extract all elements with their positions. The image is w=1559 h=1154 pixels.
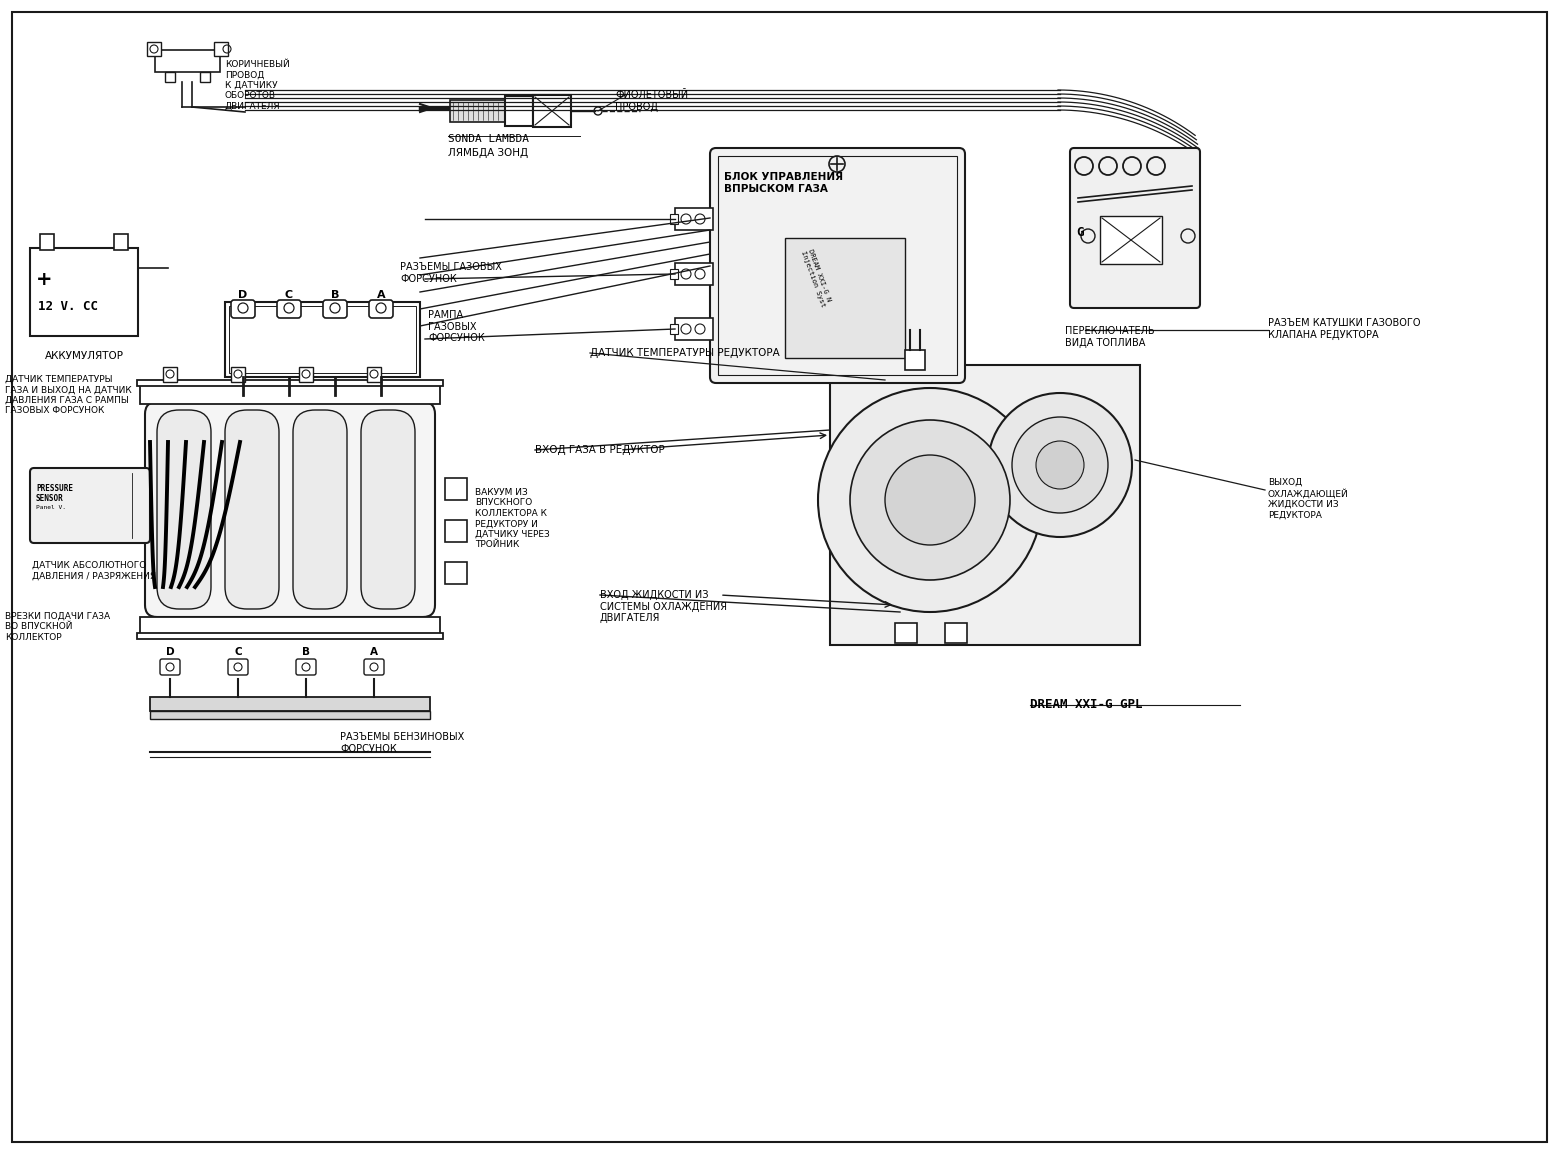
Bar [670,213,678,224]
Circle shape [850,420,1010,580]
Text: +: + [36,270,53,288]
Bar [451,100,505,122]
Circle shape [1037,441,1084,489]
Text: ПЕРЕКЛЮЧАТЕЛЬ
ВИДА ТОПЛИВА: ПЕРЕКЛЮЧАТЕЛЬ ВИДА ТОПЛИВА [1065,325,1155,347]
Text: A: A [369,647,377,657]
FancyBboxPatch shape [362,410,415,609]
Bar [719,156,957,375]
Bar [444,478,468,500]
Bar [675,208,712,230]
Circle shape [988,394,1132,537]
Text: SONDA LAMBDA: SONDA LAMBDA [447,134,529,144]
Text: ВЫХОД
ОХЛАЖДАЮЩЕЙ
ЖИДКОСТИ ИЗ
РЕДУКТОРА: ВЫХОД ОХЛАЖДАЮЩЕЙ ЖИДКОСТИ ИЗ РЕДУКТОРА [1267,478,1349,519]
Bar [895,623,917,643]
Text: ВХОД ГАЗА В РЕДУКТОР: ВХОД ГАЗА В РЕДУКТОР [535,445,664,455]
Text: B: B [331,290,340,300]
FancyBboxPatch shape [293,410,348,609]
FancyBboxPatch shape [278,300,301,319]
Text: C: C [234,647,242,657]
Text: Panel V.: Panel V. [36,505,65,510]
Text: A: A [377,290,385,300]
FancyBboxPatch shape [157,410,210,609]
Text: SENSOR: SENSOR [36,494,64,503]
Text: D: D [239,290,248,300]
Bar [147,42,161,57]
Bar [200,72,210,82]
Bar [786,238,906,358]
Text: ФИОЛЕТОВЫЙ
ПРОВОД: ФИОЛЕТОВЫЙ ПРОВОД [614,90,688,112]
Text: DREAM XXI-G GPL: DREAM XXI-G GPL [1030,698,1143,711]
Text: ДАТЧИК ТЕМПЕРАТУРЫ РЕДУКТОРА: ДАТЧИК ТЕМПЕРАТУРЫ РЕДУКТОРА [589,349,780,358]
Text: ВРЕЗКИ ПОДАЧИ ГАЗА
ВО ВПУСКНОЙ
КОЛЛЕКТОР: ВРЕЗКИ ПОДАЧИ ГАЗА ВО ВПУСКНОЙ КОЛЛЕКТОР [5,612,111,642]
Bar [231,367,245,382]
Bar [214,42,228,57]
FancyBboxPatch shape [369,300,393,319]
FancyBboxPatch shape [231,300,256,319]
Bar [150,711,430,719]
Text: ВХОД ЖИДКОСТИ ИЗ
СИСТЕМЫ ОХЛАЖДЕНИЯ
ДВИГАТЕЛЯ: ВХОД ЖИДКОСТИ ИЗ СИСТЕМЫ ОХЛАЖДЕНИЯ ДВИГ… [600,590,726,623]
Bar [1101,216,1161,264]
Bar [444,520,468,542]
Bar [366,367,380,382]
Circle shape [886,455,974,545]
Bar [114,234,128,250]
Text: B: B [302,647,310,657]
FancyBboxPatch shape [323,300,348,319]
Text: РАЗЪЕМЫ БЕНЗИНОВЫХ
ФОРСУНОК: РАЗЪЕМЫ БЕНЗИНОВЫХ ФОРСУНОК [340,732,465,754]
Text: 12 V. CC: 12 V. CC [37,300,98,313]
Bar [41,234,55,250]
Text: ВАКУУМ ИЗ
ВПУСКНОГО
КОЛЛЕКТОРА К
РЕДУКТОРУ И
ДАТЧИКУ ЧЕРЕЗ
ТРОЙНИК: ВАКУУМ ИЗ ВПУСКНОГО КОЛЛЕКТОРА К РЕДУКТО… [475,488,550,549]
Text: КОРИЧНЕВЫЙ
ПРОВОД
К ДАТЧИКУ
ОБОРОТОВ
ДВИГАТЕЛЯ: КОРИЧНЕВЫЙ ПРОВОД К ДАТЧИКУ ОБОРОТОВ ДВИ… [224,60,290,111]
FancyBboxPatch shape [228,659,248,675]
Text: АККУМУЛЯТОР: АККУМУЛЯТОР [45,351,123,361]
Bar [670,269,678,279]
Text: DREAM XXI-G N
Injection Syst: DREAM XXI-G N Injection Syst [800,248,833,308]
Circle shape [1012,417,1108,514]
Text: БЛОК УПРАВЛЕНИЯ
ВПРЫСКОМ ГАЗА: БЛОК УПРАВЛЕНИЯ ВПРЫСКОМ ГАЗА [723,172,843,194]
Bar [945,623,967,643]
Bar [137,380,443,385]
Bar [150,697,430,711]
Bar [224,302,419,377]
FancyBboxPatch shape [296,659,316,675]
Bar [164,367,178,382]
Text: D: D [165,647,175,657]
Bar [154,50,220,72]
Text: ЛЯМБДА ЗОНД: ЛЯМБДА ЗОНД [447,148,529,158]
Text: ДАТЧИК АБСОЛЮТНОГО
ДАВЛЕНИЯ / РАЗРЯЖЕНИЯ: ДАТЧИК АБСОЛЮТНОГО ДАВЛЕНИЯ / РАЗРЯЖЕНИЯ [33,561,156,580]
FancyBboxPatch shape [709,148,965,383]
Bar [140,384,440,404]
FancyBboxPatch shape [145,402,435,617]
Bar [829,365,1140,645]
Bar [670,324,678,334]
Text: C: C [285,290,293,300]
Bar [229,306,416,373]
Text: РАЗЪЕМЫ ГАЗОВЫХ
ФОРСУНОК: РАЗЪЕМЫ ГАЗОВЫХ ФОРСУНОК [401,262,502,284]
Bar [30,248,139,336]
Text: ДАТЧИК ТЕМПЕРАТУРЫ
ГАЗА И ВЫХОД НА ДАТЧИК
ДАВЛЕНИЯ ГАЗА С РАМПЫ
ГАЗОВЫХ ФОРСУНОК: ДАТЧИК ТЕМПЕРАТУРЫ ГАЗА И ВЫХОД НА ДАТЧИ… [5,375,133,415]
Bar [906,350,924,370]
FancyBboxPatch shape [30,469,150,544]
Bar [505,96,533,126]
FancyBboxPatch shape [161,659,179,675]
Text: PRESSURE: PRESSURE [36,484,73,493]
Bar [675,319,712,340]
Bar [140,617,440,635]
Bar [533,95,571,127]
Circle shape [818,388,1041,612]
Text: РАМПА
ГАЗОВЫХ
ФОРСУНОК: РАМПА ГАЗОВЫХ ФОРСУНОК [429,310,485,343]
Bar [675,263,712,285]
Bar [165,72,175,82]
FancyBboxPatch shape [224,410,279,609]
FancyBboxPatch shape [1069,148,1200,308]
Text: G: G [1076,226,1084,239]
Bar [299,367,313,382]
Bar [137,634,443,639]
Text: РАЗЪЕМ КАТУШКИ ГАЗОВОГО
КЛАПАНА РЕДУКТОРА: РАЗЪЕМ КАТУШКИ ГАЗОВОГО КЛАПАНА РЕДУКТОР… [1267,319,1420,339]
Bar [444,562,468,584]
FancyBboxPatch shape [363,659,384,675]
